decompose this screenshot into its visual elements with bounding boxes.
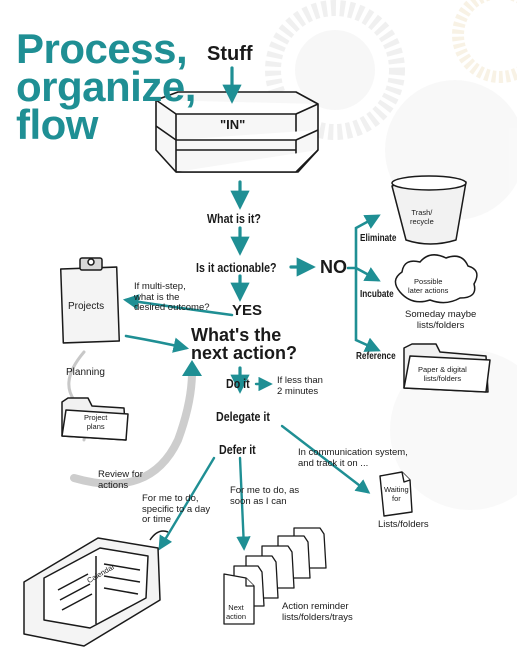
in-tray-icon <box>155 91 319 173</box>
flow-arrows <box>222 66 316 394</box>
do-it-label: Do it <box>226 376 250 391</box>
defer-asap-note: For me to do, as soon as I can <box>230 485 300 507</box>
yes-label: YES <box>232 302 263 319</box>
project-arrows <box>122 294 234 353</box>
next-action-label: What's the next action? <box>191 325 298 363</box>
calendar-planner-icon <box>23 530 169 647</box>
defer-it-label: Defer it <box>219 442 256 457</box>
project-plans-label: Project plans <box>84 413 108 431</box>
cloud-icon <box>394 254 478 304</box>
defer-specific-note: For me to do, specific to a day or time <box>142 493 211 525</box>
paper-digital-label: Paper & digital lists/folders <box>418 365 467 383</box>
someday-maybe-label: Someday maybe lists/folders <box>405 309 477 331</box>
review-arrowhead <box>182 360 202 376</box>
stuff-label: Stuff <box>207 43 253 65</box>
background-gears-icon <box>265 0 517 510</box>
no-label: NO <box>320 257 347 277</box>
review-for-actions-label: Review for actions <box>98 469 143 491</box>
multi-step-question: If multi-step, what is the desired outco… <box>134 281 210 313</box>
document-icon <box>379 471 413 517</box>
in-tray-label: "IN" <box>220 117 246 132</box>
planning-label: Planning <box>66 367 105 378</box>
lists-folders-label: Lists/folders <box>378 519 429 530</box>
waiting-for-label: Waiting for <box>384 485 409 503</box>
page-title: Process, organize, flow <box>16 25 196 148</box>
next-action-doc-label: Next action <box>226 603 247 621</box>
projects-label: Projects <box>68 301 105 312</box>
what-is-it-label: What is it? <box>207 211 261 226</box>
action-reminder-label: Action reminder lists/folders/trays <box>282 601 353 623</box>
possible-later-actions-label: Possible later actions <box>408 277 449 295</box>
decision-arrows <box>158 376 371 551</box>
reference-label: Reference <box>356 351 396 362</box>
folder-icon <box>61 397 129 441</box>
eliminate-label: Eliminate <box>360 233 397 244</box>
folder-icon <box>403 343 491 393</box>
trash-recycle-label: Trash/ recycle <box>410 208 434 226</box>
stacked-folders-icon <box>223 527 327 625</box>
review-arrow <box>70 368 196 488</box>
no-branch-arrows <box>346 214 381 352</box>
do-it-note: If less than 2 minutes <box>277 375 323 397</box>
trash-bin-icon <box>391 175 467 245</box>
delegate-it-label: Delegate it <box>216 409 270 424</box>
incubate-label: Incubate <box>360 289 394 300</box>
is-it-actionable-label: Is it actionable? <box>196 260 277 275</box>
clipboard-icon <box>59 257 121 344</box>
delegate-note: In communication system, and track it on… <box>298 447 408 469</box>
